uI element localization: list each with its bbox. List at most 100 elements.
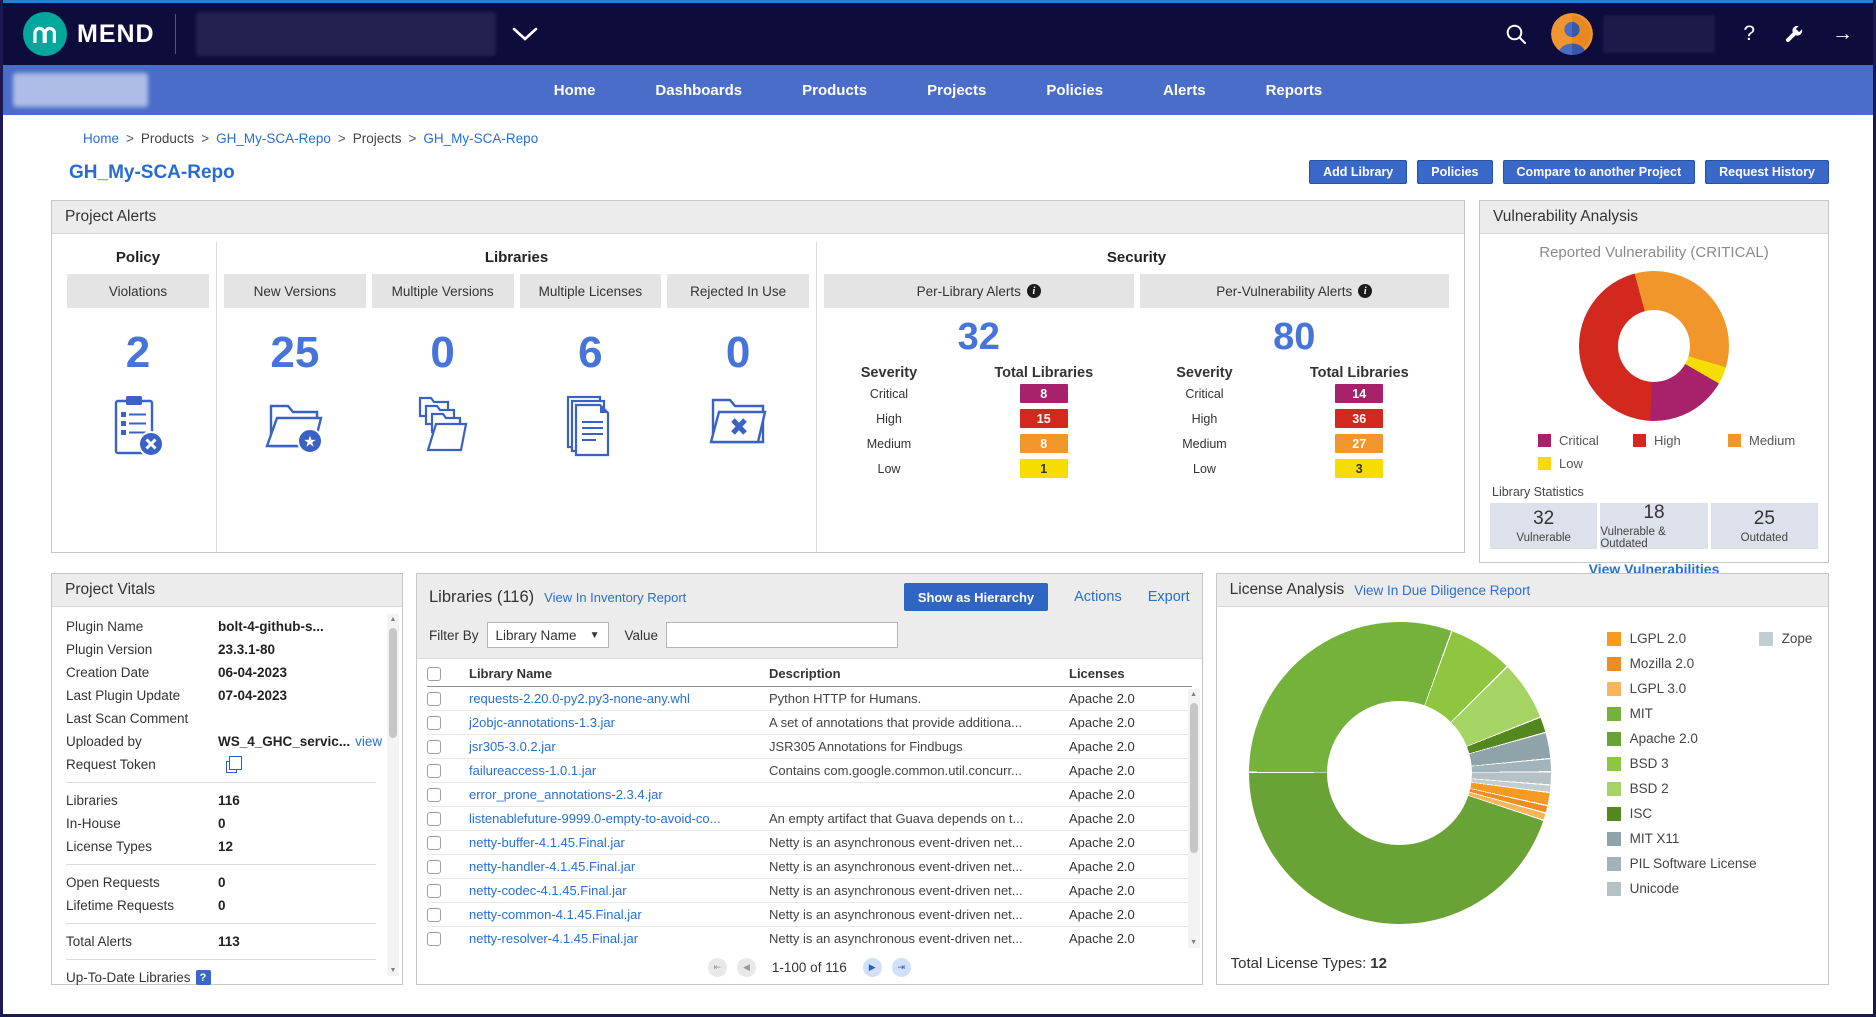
row-checkbox[interactable] xyxy=(427,812,441,826)
row-checkbox[interactable] xyxy=(427,764,441,778)
title-action-button[interactable]: Compare to another Project xyxy=(1503,160,1696,184)
multiple-versions-count[interactable]: 0 xyxy=(372,328,514,378)
library-name-link[interactable]: jsr305-3.0.2.jar xyxy=(469,739,556,754)
legend-item[interactable]: LGPL 3.0 xyxy=(1607,676,1759,701)
table-scrollbar[interactable]: ▲ ▼ xyxy=(1188,689,1200,948)
multiple-versions-tab[interactable]: Multiple Versions xyxy=(372,274,514,308)
column-licenses[interactable]: Licenses xyxy=(1069,666,1192,681)
library-name-link[interactable]: netty-handler-4.1.45.Final.jar xyxy=(469,859,635,874)
admin-wrench-icon[interactable] xyxy=(1783,24,1804,45)
violations-tab[interactable]: Violations xyxy=(67,274,209,308)
legend-item[interactable]: Low xyxy=(1538,456,1633,471)
legend-item[interactable]: MIT X11 xyxy=(1607,826,1759,851)
per-library-alerts-total[interactable]: 32 xyxy=(824,316,1134,359)
legend-item[interactable]: BSD 2 xyxy=(1607,776,1759,801)
scroll-up-arrow[interactable]: ▲ xyxy=(1188,691,1200,698)
library-name-link[interactable]: listenablefuture-9999.0-empty-to-avoid-c… xyxy=(469,811,720,826)
row-checkbox[interactable] xyxy=(427,788,441,802)
row-checkbox[interactable] xyxy=(427,740,441,754)
legend-item[interactable]: High xyxy=(1633,433,1728,448)
title-action-button[interactable]: Add Library xyxy=(1309,160,1407,184)
breadcrumb-link[interactable]: GH_My-SCA-Repo xyxy=(423,131,538,146)
actions-link[interactable]: Actions xyxy=(1074,589,1122,605)
info-icon[interactable]: i xyxy=(1027,284,1041,298)
vitals-view-link[interactable]: view xyxy=(355,734,382,749)
next-page-button[interactable]: ▶ xyxy=(863,958,882,977)
scroll-down-arrow[interactable]: ▼ xyxy=(387,967,399,974)
legend-item[interactable]: ISC xyxy=(1607,801,1759,826)
library-name-link[interactable]: error_prone_annotations-2.3.4.jar xyxy=(469,787,663,802)
select-all-checkbox[interactable] xyxy=(427,667,441,681)
organization-selector-redacted[interactable] xyxy=(196,12,496,56)
new-versions-count[interactable]: 25 xyxy=(224,328,366,378)
prev-page-button[interactable]: ◀ xyxy=(737,958,756,977)
row-checkbox[interactable] xyxy=(427,860,441,874)
library-name-link[interactable]: failureaccess-1.0.1.jar xyxy=(469,763,596,778)
library-name-link[interactable]: j2objc-annotations-1.3.jar xyxy=(469,715,615,730)
legend-item[interactable]: Zope xyxy=(1759,626,1829,651)
per-vulnerability-alerts-total[interactable]: 80 xyxy=(1140,316,1450,359)
show-as-hierarchy-button[interactable]: Show as Hierarchy xyxy=(904,583,1048,611)
multiple-licenses-tab[interactable]: Multiple Licenses xyxy=(520,274,662,308)
legend-item[interactable]: Medium xyxy=(1728,433,1828,448)
nav-item[interactable]: Reports xyxy=(1266,82,1323,99)
legend-item[interactable]: Mozilla 2.0 xyxy=(1607,651,1759,676)
nav-item[interactable]: Policies xyxy=(1046,82,1103,99)
severity-count-badge[interactable]: 14 xyxy=(1335,384,1383,403)
new-versions-tab[interactable]: New Versions xyxy=(224,274,366,308)
library-stat-box[interactable]: 32 Vulnerable xyxy=(1490,503,1597,549)
library-stat-box[interactable]: 25 Outdated xyxy=(1711,503,1818,549)
breadcrumb-link[interactable]: Home xyxy=(83,131,119,146)
legend-item[interactable]: Unicode xyxy=(1607,876,1759,901)
legend-item[interactable]: Critical xyxy=(1538,433,1633,448)
title-action-button[interactable]: Policies xyxy=(1417,160,1492,184)
scrollbar-thumb[interactable] xyxy=(1190,703,1198,853)
help-icon[interactable]: ? xyxy=(1743,22,1755,46)
library-name-link[interactable]: netty-codec-4.1.45.Final.jar xyxy=(469,883,627,898)
row-checkbox[interactable] xyxy=(427,932,441,946)
logout-arrow-icon[interactable]: → xyxy=(1832,22,1853,46)
rejected-in-use-count[interactable]: 0 xyxy=(667,328,809,378)
library-name-link[interactable]: netty-common-4.1.45.Final.jar xyxy=(469,907,642,922)
library-name-link[interactable]: netty-resolver-4.1.45.Final.jar xyxy=(469,931,638,946)
per-vulnerability-alerts-tab[interactable]: Per-Vulnerability Alertsi xyxy=(1140,274,1450,308)
nav-item[interactable]: Products xyxy=(802,82,867,99)
title-action-button[interactable]: Request History xyxy=(1705,160,1829,184)
severity-count-badge[interactable]: 36 xyxy=(1335,409,1383,428)
row-checkbox[interactable] xyxy=(427,884,441,898)
breadcrumb-link[interactable]: Products xyxy=(141,131,194,146)
library-name-link[interactable]: netty-buffer-4.1.45.Final.jar xyxy=(469,835,625,850)
license-donut-chart[interactable] xyxy=(1249,622,1551,924)
severity-count-badge[interactable]: 1 xyxy=(1020,459,1068,478)
row-checkbox[interactable] xyxy=(427,836,441,850)
breadcrumb-link[interactable]: Projects xyxy=(353,131,402,146)
violations-count[interactable]: 2 xyxy=(67,328,209,378)
scroll-down-arrow[interactable]: ▼ xyxy=(1188,939,1200,946)
severity-count-badge[interactable]: 15 xyxy=(1020,409,1068,428)
per-library-alerts-tab[interactable]: Per-Library Alertsi xyxy=(824,274,1134,308)
first-page-button[interactable]: ⇤ xyxy=(708,958,727,977)
search-icon[interactable] xyxy=(1505,23,1527,45)
legend-item[interactable]: PIL Software License xyxy=(1607,851,1759,876)
help-question-badge[interactable]: ? xyxy=(196,970,211,985)
scroll-up-arrow[interactable]: ▲ xyxy=(387,616,399,623)
legend-item[interactable]: LGPL 2.0 xyxy=(1607,626,1759,651)
severity-count-badge[interactable]: 27 xyxy=(1335,434,1383,453)
vulnerability-donut-chart[interactable] xyxy=(1579,271,1729,421)
row-checkbox[interactable] xyxy=(427,908,441,922)
nav-item[interactable]: Alerts xyxy=(1163,82,1206,99)
library-name-link[interactable]: requests-2.20.0-py2.py3-none-any.whl xyxy=(469,691,690,706)
nav-item[interactable]: Home xyxy=(554,82,596,99)
nav-item[interactable]: Projects xyxy=(927,82,986,99)
column-description[interactable]: Description xyxy=(769,666,1069,681)
vitals-scrollbar[interactable]: ▲ ▼ xyxy=(387,614,399,976)
info-icon[interactable]: i xyxy=(1358,284,1372,298)
severity-count-badge[interactable]: 3 xyxy=(1335,459,1383,478)
due-diligence-report-link[interactable]: View In Due Diligence Report xyxy=(1354,583,1530,598)
row-checkbox[interactable] xyxy=(427,716,441,730)
filter-field-select[interactable]: Library Name ▼ xyxy=(487,622,609,648)
library-stat-box[interactable]: 18 Vulnerable & Outdated xyxy=(1600,503,1707,549)
mend-logo[interactable]: MEND xyxy=(23,12,155,56)
copy-token-icon[interactable] xyxy=(226,761,237,773)
nav-item[interactable]: Dashboards xyxy=(655,82,742,99)
